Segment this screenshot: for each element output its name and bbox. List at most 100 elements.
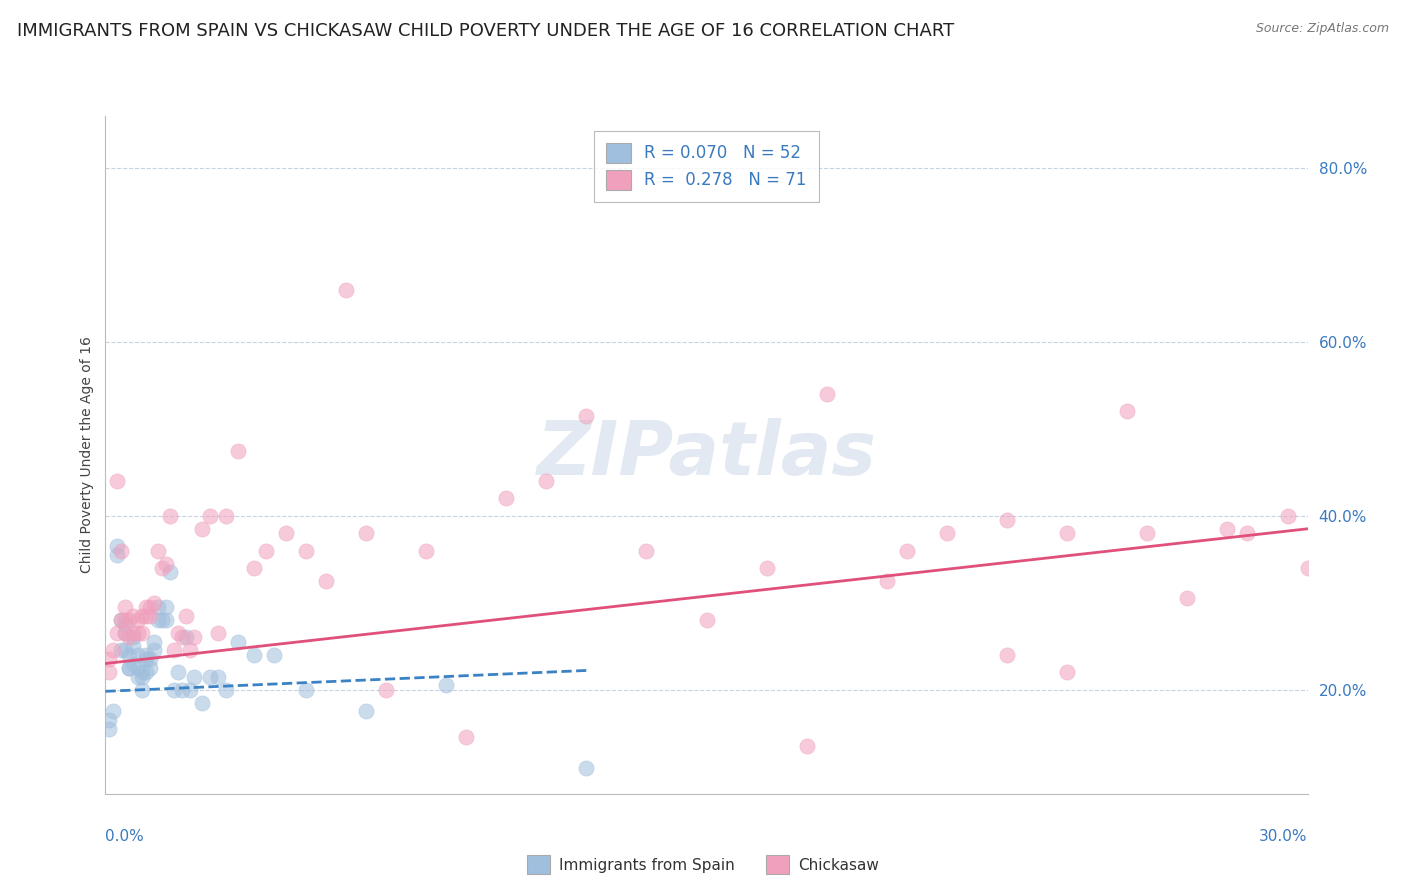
Point bbox=[534, 474, 557, 488]
Point bbox=[107, 548, 129, 562]
Point bbox=[454, 731, 477, 745]
Text: 30.0%: 30.0% bbox=[1260, 830, 1308, 844]
Point bbox=[575, 409, 598, 423]
Point bbox=[170, 631, 193, 645]
Point bbox=[162, 643, 184, 657]
Point bbox=[114, 626, 136, 640]
Point bbox=[162, 682, 184, 697]
Point bbox=[146, 613, 169, 627]
Point bbox=[114, 626, 136, 640]
Y-axis label: Child Poverty Under the Age of 16: Child Poverty Under the Age of 16 bbox=[80, 336, 94, 574]
Point bbox=[198, 508, 221, 523]
Point bbox=[936, 526, 959, 541]
Point bbox=[135, 608, 157, 623]
Point bbox=[170, 682, 193, 697]
Point bbox=[190, 696, 212, 710]
Point bbox=[131, 608, 153, 623]
Point bbox=[1056, 665, 1078, 680]
Point bbox=[135, 665, 157, 680]
Point bbox=[127, 669, 149, 683]
Point bbox=[118, 648, 141, 662]
Point bbox=[354, 704, 377, 718]
Point bbox=[138, 608, 160, 623]
Point bbox=[150, 561, 173, 575]
Point bbox=[1136, 526, 1159, 541]
Point bbox=[174, 608, 197, 623]
Point bbox=[107, 626, 129, 640]
Point bbox=[415, 543, 437, 558]
Point bbox=[131, 665, 153, 680]
Point bbox=[696, 613, 718, 627]
Point bbox=[155, 600, 177, 615]
Point bbox=[1177, 591, 1199, 606]
Text: IMMIGRANTS FROM SPAIN VS CHICKASAW CHILD POVERTY UNDER THE AGE OF 16 CORRELATION: IMMIGRANTS FROM SPAIN VS CHICKASAW CHILD… bbox=[17, 22, 955, 40]
Point bbox=[174, 631, 197, 645]
Point bbox=[131, 626, 153, 640]
Point bbox=[755, 561, 778, 575]
Point bbox=[190, 522, 212, 536]
Point bbox=[98, 713, 121, 727]
Point bbox=[226, 634, 249, 648]
Point bbox=[122, 657, 145, 671]
Point bbox=[114, 617, 136, 632]
Point bbox=[142, 643, 165, 657]
Point bbox=[122, 631, 145, 645]
Point bbox=[242, 648, 264, 662]
Point bbox=[103, 643, 125, 657]
Point bbox=[118, 661, 141, 675]
Point bbox=[796, 739, 818, 753]
Point bbox=[207, 669, 229, 683]
Point bbox=[1296, 561, 1319, 575]
Point bbox=[374, 682, 398, 697]
Point bbox=[107, 474, 129, 488]
Point bbox=[242, 561, 264, 575]
Point bbox=[127, 661, 149, 675]
Legend: Immigrants from Spain, Chickasaw: Immigrants from Spain, Chickasaw bbox=[522, 849, 884, 880]
Point bbox=[263, 648, 285, 662]
Point bbox=[214, 682, 236, 697]
Point bbox=[207, 626, 229, 640]
Point bbox=[1236, 526, 1258, 541]
Point bbox=[135, 652, 157, 666]
Point bbox=[354, 526, 377, 541]
Point bbox=[146, 600, 169, 615]
Point bbox=[159, 566, 181, 580]
Point bbox=[135, 600, 157, 615]
Point bbox=[183, 669, 205, 683]
Point bbox=[110, 643, 132, 657]
Point bbox=[815, 387, 838, 401]
Text: 0.0%: 0.0% bbox=[105, 830, 145, 844]
Point bbox=[1277, 508, 1299, 523]
Text: Source: ZipAtlas.com: Source: ZipAtlas.com bbox=[1256, 22, 1389, 36]
Point bbox=[166, 626, 188, 640]
Point bbox=[1116, 404, 1139, 418]
Point bbox=[155, 557, 177, 571]
Point bbox=[214, 508, 236, 523]
Point bbox=[110, 613, 132, 627]
Point bbox=[107, 539, 129, 553]
Point bbox=[118, 661, 141, 675]
Point bbox=[138, 652, 160, 666]
Point bbox=[142, 596, 165, 610]
Point bbox=[114, 643, 136, 657]
Point bbox=[122, 608, 145, 623]
Point bbox=[198, 669, 221, 683]
Point bbox=[118, 613, 141, 627]
Point bbox=[122, 639, 145, 653]
Point bbox=[146, 543, 169, 558]
Point bbox=[150, 613, 173, 627]
Point bbox=[142, 634, 165, 648]
Point bbox=[876, 574, 898, 588]
Point bbox=[295, 543, 318, 558]
Text: ZIPatlas: ZIPatlas bbox=[537, 418, 876, 491]
Point bbox=[179, 682, 201, 697]
Point bbox=[114, 600, 136, 615]
Point bbox=[226, 443, 249, 458]
Point bbox=[1316, 557, 1339, 571]
Point bbox=[254, 543, 277, 558]
Point bbox=[127, 613, 149, 627]
Point bbox=[131, 682, 153, 697]
Point bbox=[122, 626, 145, 640]
Point bbox=[98, 665, 121, 680]
Point bbox=[995, 648, 1018, 662]
